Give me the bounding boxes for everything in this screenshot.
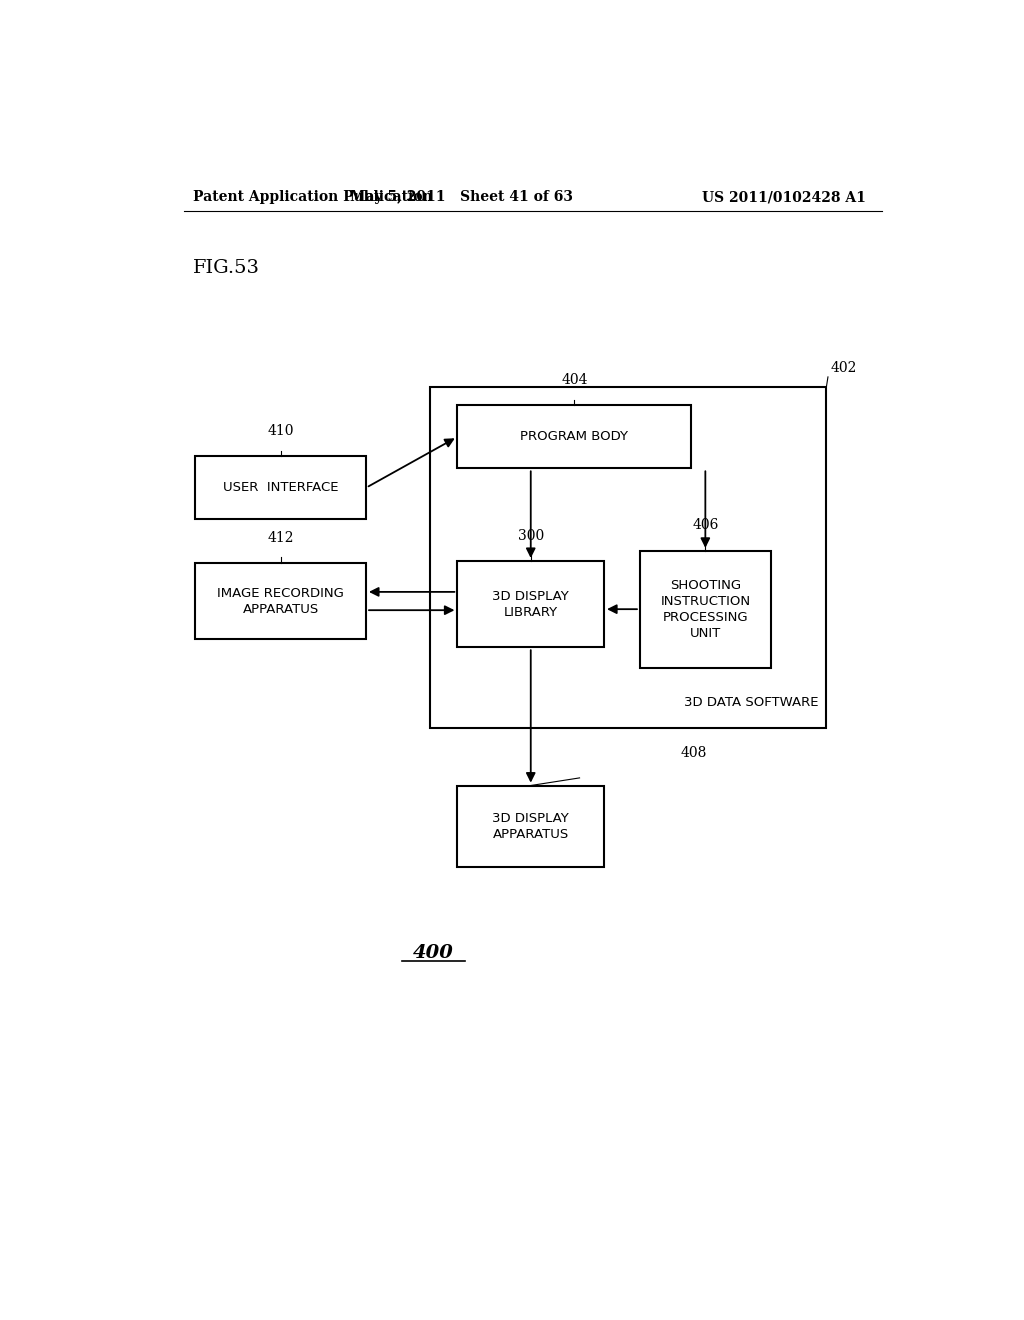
Text: 410: 410: [267, 424, 294, 438]
Text: SHOOTING
INSTRUCTION
PROCESSING
UNIT: SHOOTING INSTRUCTION PROCESSING UNIT: [660, 578, 751, 640]
Text: USER  INTERFACE: USER INTERFACE: [223, 482, 339, 494]
Text: PROGRAM BODY: PROGRAM BODY: [520, 430, 629, 444]
Bar: [430, 387, 826, 727]
Text: 300: 300: [517, 528, 544, 543]
Bar: [196, 562, 367, 639]
Text: May 5, 2011   Sheet 41 of 63: May 5, 2011 Sheet 41 of 63: [350, 190, 572, 205]
Text: 400: 400: [413, 944, 454, 962]
Bar: [458, 785, 604, 867]
Text: FIG.53: FIG.53: [194, 259, 260, 277]
Bar: [458, 561, 604, 647]
Text: 3D DATA SOFTWARE: 3D DATA SOFTWARE: [684, 696, 818, 709]
Text: 402: 402: [830, 360, 857, 375]
Text: Patent Application Publication: Patent Application Publication: [194, 190, 433, 205]
Bar: [640, 550, 771, 668]
Text: 3D DISPLAY
LIBRARY: 3D DISPLAY LIBRARY: [493, 590, 569, 619]
Text: IMAGE RECORDING
APPARATUS: IMAGE RECORDING APPARATUS: [217, 586, 344, 615]
Text: US 2011/0102428 A1: US 2011/0102428 A1: [702, 190, 866, 205]
Bar: [196, 457, 367, 519]
Bar: [458, 405, 691, 469]
Text: 404: 404: [561, 374, 588, 387]
Text: 3D DISPLAY
APPARATUS: 3D DISPLAY APPARATUS: [493, 812, 569, 841]
Text: 408: 408: [680, 746, 707, 760]
Text: 412: 412: [267, 531, 294, 545]
Text: 406: 406: [692, 519, 719, 532]
